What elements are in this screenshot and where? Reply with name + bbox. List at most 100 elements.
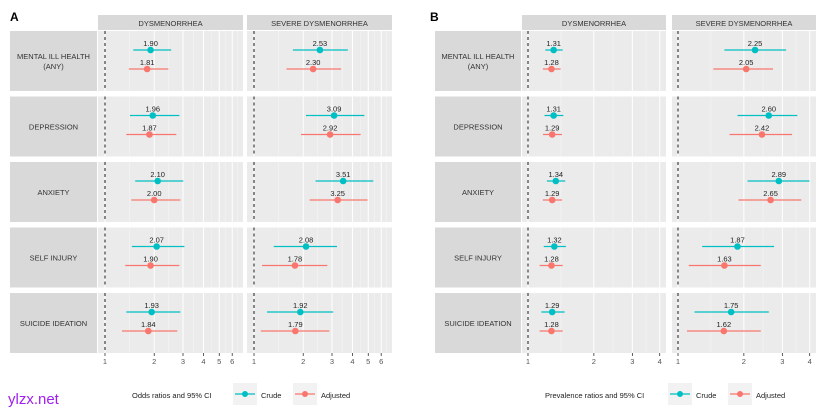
crude-estimate-label: 2.07: [149, 236, 164, 245]
adjusted-estimate-label: 2.05: [739, 58, 754, 67]
facet-strip: [522, 15, 666, 30]
row-label: MENTAL ILL HEALTH (ANY): [442, 52, 515, 71]
legend-key-point: [302, 391, 308, 397]
crude-estimate-label: 3.51: [336, 170, 351, 179]
legend-label-adjusted: Adjusted: [321, 391, 350, 400]
facet-strip: [672, 15, 816, 30]
row-strip: [10, 227, 97, 288]
legend-label-crude: Crude: [261, 391, 281, 400]
legend-label-crude: Crude: [696, 391, 716, 400]
legend: Prevalence ratios and 95% CI Crude Adjuste…: [545, 383, 785, 405]
row-label: MENTAL ILL HEALTH (ANY): [17, 52, 90, 71]
crude-estimate-label: 1.75: [724, 301, 739, 310]
facet-strip: [98, 15, 243, 30]
adjusted-estimate-label: 2.65: [763, 189, 778, 198]
panel-background: [247, 227, 392, 288]
adjusted-estimate-label: 1.84: [141, 320, 156, 329]
adjusted-point: [143, 65, 151, 73]
panel-background: [247, 293, 392, 353]
row-strip: [10, 293, 97, 353]
facet-title: DYSMENORRHEA: [562, 19, 626, 28]
adjusted-point: [292, 327, 299, 335]
adjusted-estimate-label: 2.42: [755, 124, 770, 133]
adjusted-estimate-label: 1.63: [717, 255, 732, 264]
crude-estimate-label: 3.09: [327, 105, 342, 114]
axis-tick-label: 5: [217, 357, 221, 366]
row-strip: [10, 96, 97, 157]
axis-tick-label: 3: [780, 357, 784, 366]
crude-point: [727, 308, 735, 316]
crude-estimate-label: 2.60: [761, 105, 776, 114]
panel-label: A: [10, 10, 19, 24]
row-label: SUICIDE IDEATION: [444, 319, 511, 328]
axis-tick-label: 2: [592, 357, 596, 366]
row-label-line: ANXIETY: [37, 188, 69, 197]
crude-point: [330, 112, 338, 119]
crude-estimate-label: 2.10: [150, 170, 165, 179]
axis-tick-label: 2: [152, 357, 156, 366]
row-label-line: MENTAL ILL HEALTH: [17, 52, 90, 61]
row-strip: [435, 293, 521, 353]
legend-title: Prevalence ratios and 95% CI: [545, 391, 644, 400]
row-label: DEPRESSION: [29, 123, 78, 132]
row-strip: [10, 162, 97, 222]
crude-point: [148, 308, 155, 316]
axis-tick-label: 2: [742, 357, 746, 366]
facet-title: SEVERE DYSMENORRHEA: [271, 19, 368, 28]
panel-background: [98, 293, 243, 353]
adjusted-estimate-label: 1.28: [544, 58, 559, 67]
adjusted-point: [326, 131, 334, 138]
adjusted-estimate-label: 2.30: [306, 58, 321, 67]
crude-estimate-label: 2.89: [772, 170, 787, 179]
adjusted-estimate-label: 1.28: [544, 255, 559, 264]
adjusted-estimate-label: 1.29: [545, 189, 560, 198]
row-label-line: SUICIDE IDEATION: [444, 319, 511, 328]
crude-estimate-label: 1.92: [293, 301, 308, 310]
axis-tick-label: 4: [350, 357, 354, 366]
row-label-line: SELF INJURY: [454, 254, 502, 263]
adjusted-point: [548, 65, 555, 73]
adjusted-estimate-label: 1.28: [544, 320, 559, 329]
row-strip: [435, 96, 521, 157]
adjusted-point: [758, 131, 766, 138]
facet-strip: [247, 15, 392, 30]
adjusted-point: [548, 262, 555, 269]
row-label-line: ANXIETY: [462, 188, 494, 197]
crude-point: [149, 112, 157, 119]
panel-background: [247, 96, 392, 157]
adjusted-point: [720, 327, 728, 335]
row-strip: [435, 31, 521, 91]
axis-tick-label: 1: [103, 357, 107, 366]
row-label-line: (ANY): [468, 62, 489, 71]
axis-tick-label: 5: [366, 357, 370, 366]
adjusted-point: [548, 196, 556, 204]
adjusted-estimate-label: 1.90: [143, 255, 158, 264]
panel-background: [98, 162, 243, 222]
crude-estimate-label: 1.31: [546, 105, 561, 114]
adjusted-point: [291, 262, 299, 269]
panel-background: [98, 31, 243, 91]
row-label-line: MENTAL ILL HEALTH: [442, 52, 515, 61]
row-label-line: (ANY): [43, 62, 64, 71]
adjusted-estimate-label: 1.78: [288, 255, 303, 264]
row-strip: [435, 162, 521, 222]
axis-tick-label: 6: [230, 357, 234, 366]
facet-title: SEVERE DYSMENORRHEA: [696, 19, 793, 28]
legend-key-point: [677, 391, 683, 397]
adjusted-point: [548, 131, 556, 138]
axis-tick-label: 6: [379, 357, 383, 366]
panel-background: [247, 162, 392, 222]
adjusted-point: [144, 327, 152, 335]
row-label: ANXIETY: [37, 188, 69, 197]
row-label: SELF INJURY: [454, 254, 502, 263]
row-strip: [10, 31, 97, 91]
crude-estimate-label: 2.25: [748, 39, 763, 48]
crude-point: [297, 308, 304, 316]
facet-title: DYSMENORRHEA: [138, 19, 202, 28]
forest-panel-b: B DYSMENORRHEA 1.31 1.28 1.31 1.29 1.34 1.29 1.3…: [430, 10, 816, 405]
legend-label-adjusted: Adjusted: [756, 391, 785, 400]
axis-tick-label: 2: [301, 357, 305, 366]
crude-point: [153, 243, 160, 250]
crude-point: [551, 243, 558, 250]
row-strip: [435, 227, 521, 288]
